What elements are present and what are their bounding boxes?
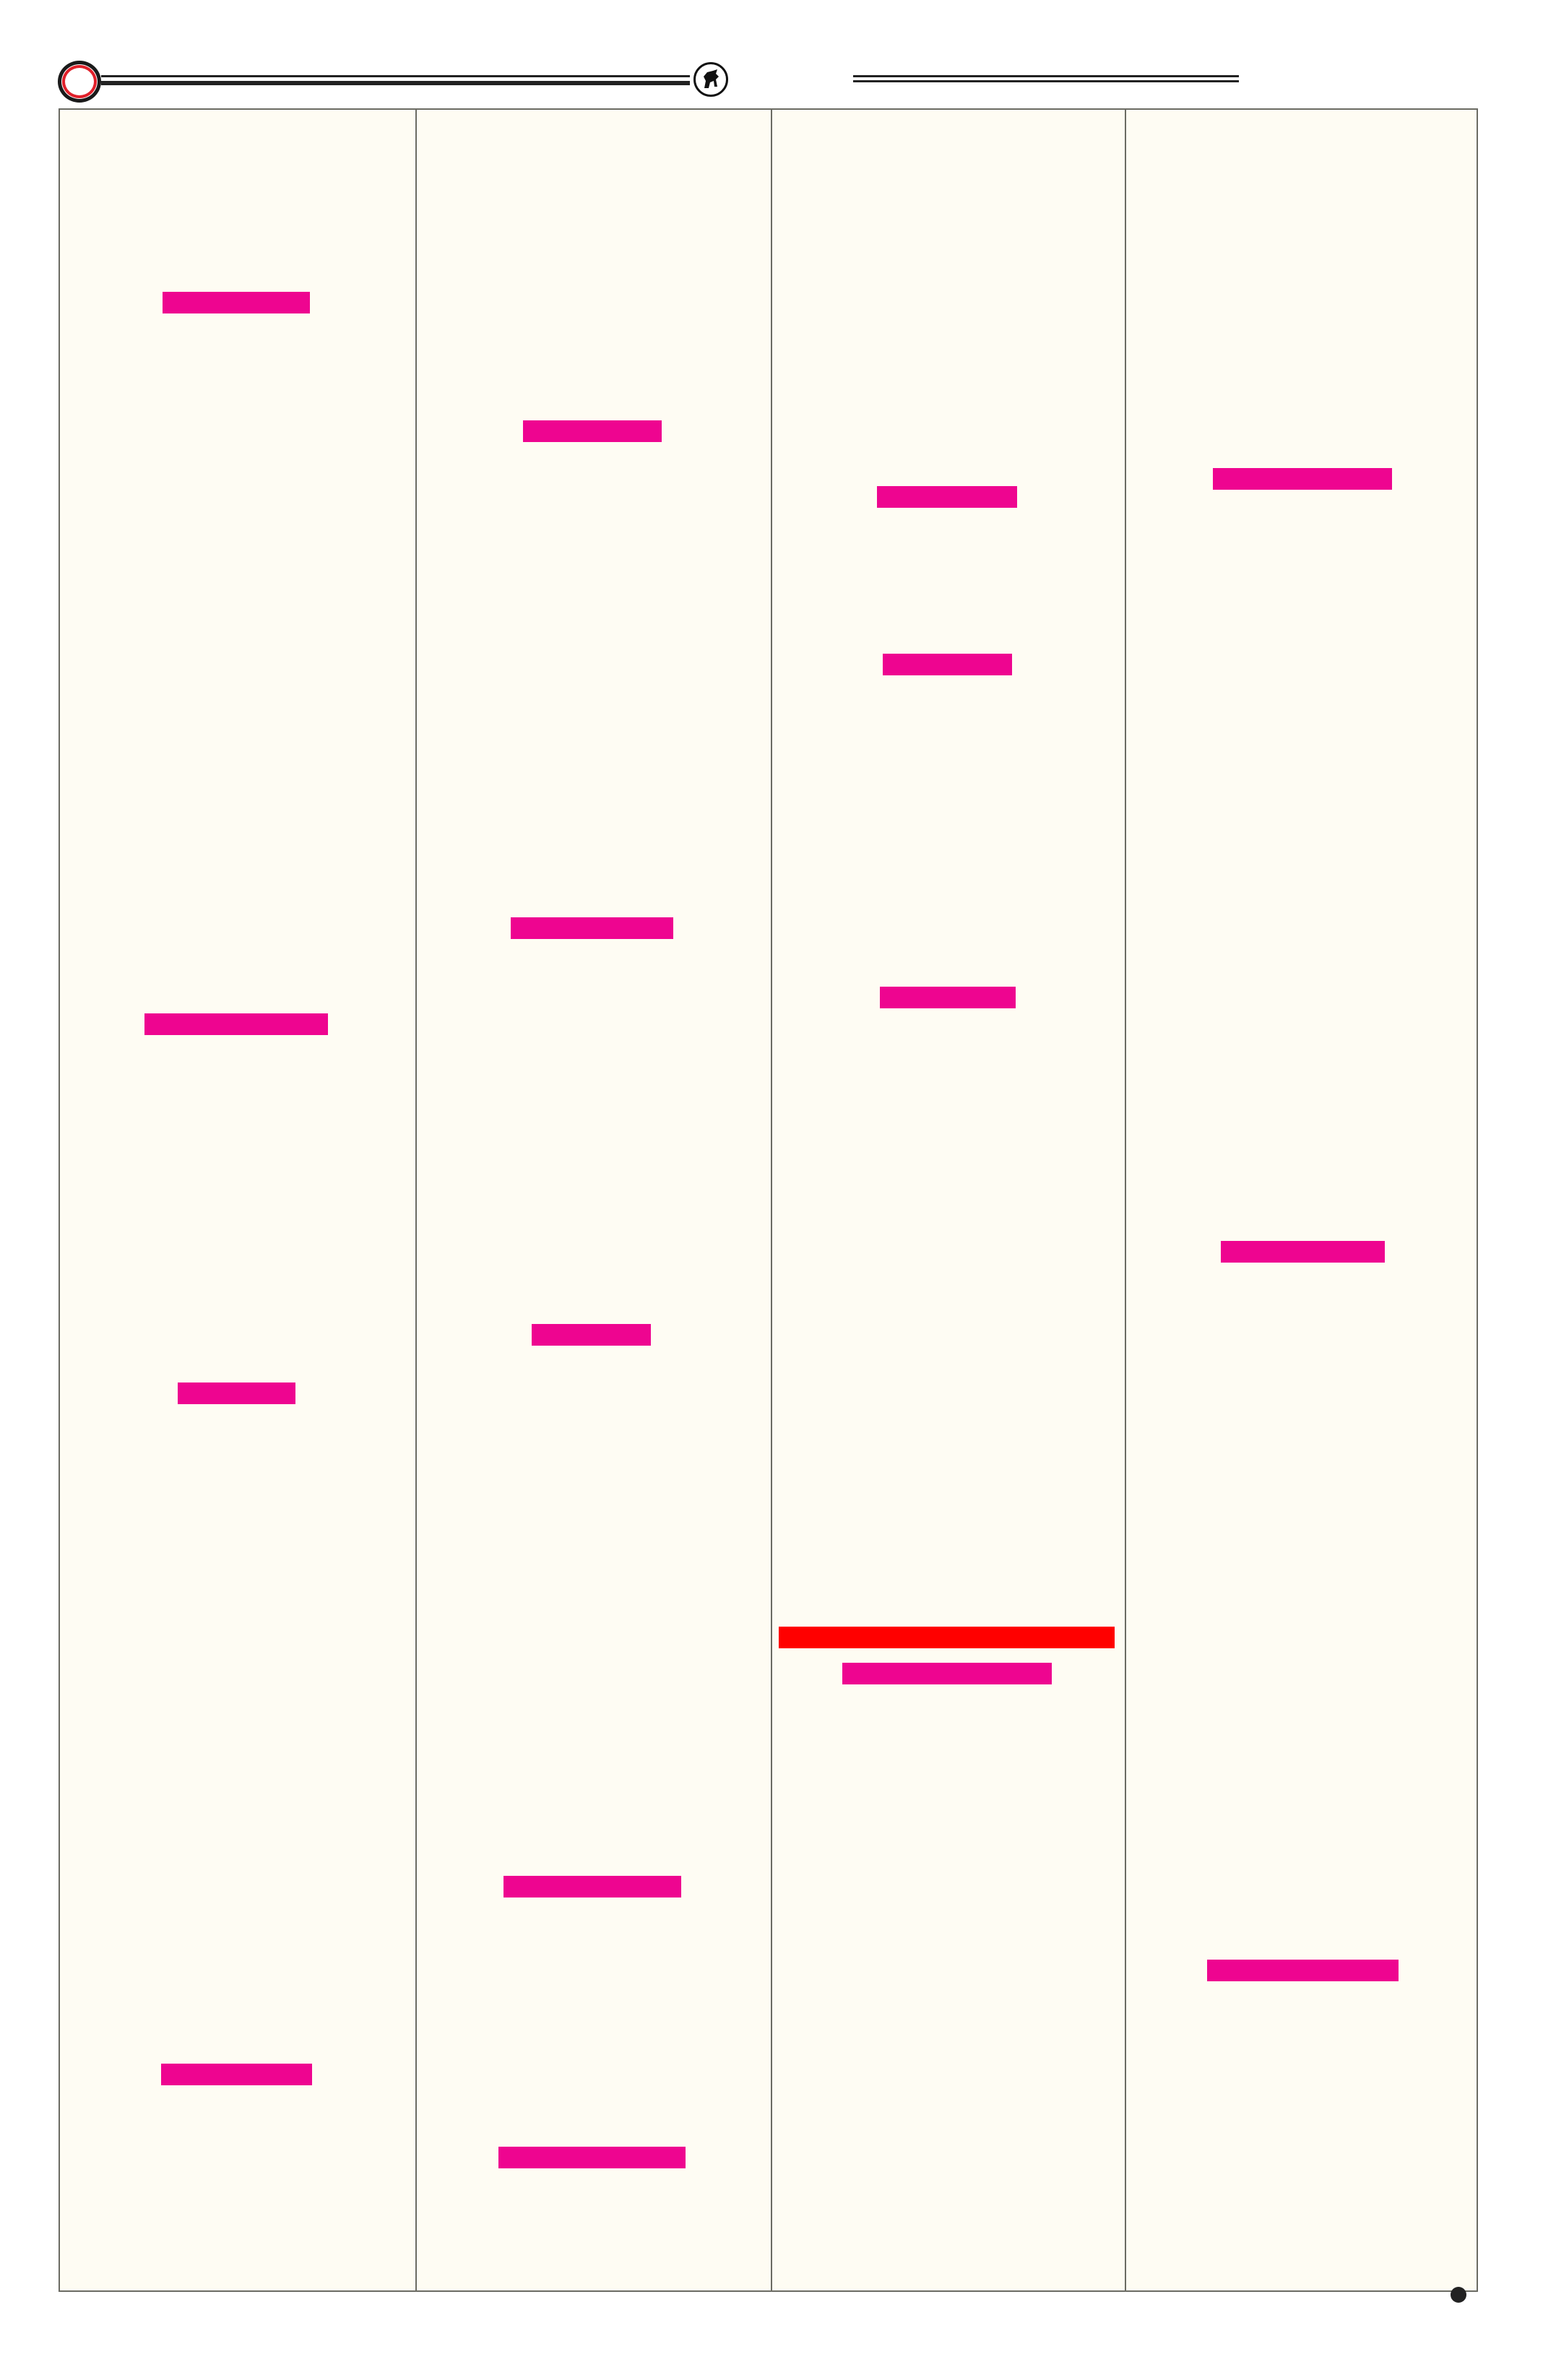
redaction-bar-alert [779,1627,1115,1648]
redaction-bar [532,1324,651,1346]
redaction-bar [1213,468,1392,490]
redaction-bar [883,654,1012,675]
redaction-bar [842,1663,1052,1684]
redaction-bar [523,420,662,442]
redaction-bar [161,2064,312,2085]
redaction-bar [503,1876,681,1897]
ring-icon [58,61,101,103]
bull-icon [693,62,728,97]
redaction-bar [877,486,1017,508]
redaction-bar [498,2147,686,2168]
redaction-bar [144,1013,328,1035]
column-divider [415,110,417,2290]
redaction-bar [178,1382,295,1404]
redaction-bar [511,917,673,939]
column-divider [771,110,772,2290]
redaction-bar [880,987,1016,1008]
column-divider [1125,110,1126,2290]
header-rule-left [101,75,690,85]
redaction-bar [163,292,310,313]
bull-silhouette [704,69,719,88]
page-marker-dot [1451,2287,1466,2303]
redaction-bar [1207,1960,1399,1981]
redaction-bar [1221,1241,1385,1263]
header-rule-right [853,75,1239,82]
